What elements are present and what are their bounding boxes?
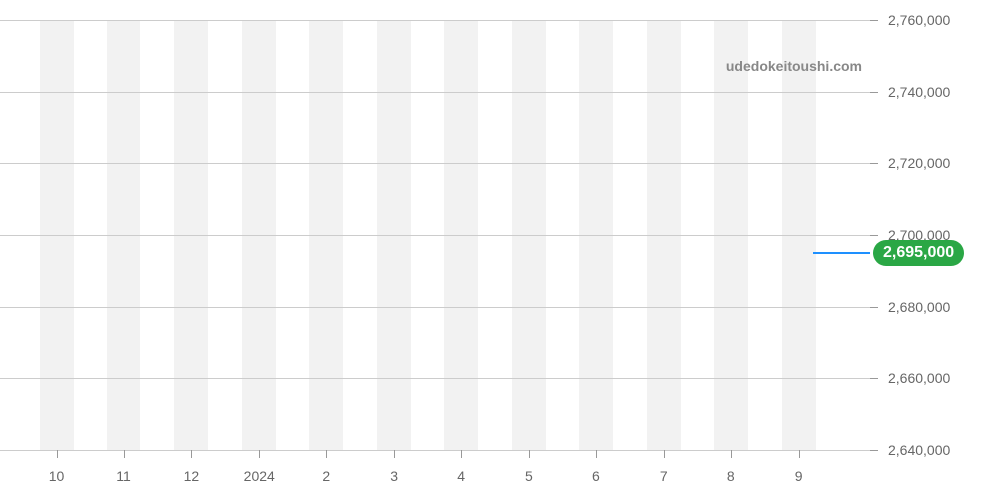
x-tick-label: 6 (592, 468, 600, 484)
gridline-horizontal (0, 307, 870, 308)
x-tick-mark (664, 450, 665, 458)
x-tick-label: 2024 (244, 468, 275, 484)
x-tick-mark (394, 450, 395, 458)
gridline-horizontal (0, 20, 870, 21)
x-tick-mark (124, 450, 125, 458)
y-tick-mark (870, 450, 878, 451)
x-tick-label: 7 (660, 468, 668, 484)
y-tick-mark (870, 20, 878, 21)
y-axis: 2,640,0002,660,0002,680,0002,700,0002,72… (870, 20, 1000, 450)
y-tick-label: 2,640,000 (888, 442, 950, 458)
x-tick-mark (326, 450, 327, 458)
current-value-badge: 2,695,000 (873, 240, 964, 266)
x-tick-mark (57, 450, 58, 458)
gridline-horizontal (0, 163, 870, 164)
x-tick-mark (596, 450, 597, 458)
price-chart: udedokeitoushi.com 10 11 12 2024 2 3 4 5 6 7 8 9 2,… (0, 0, 1000, 500)
price-line (813, 252, 870, 254)
y-tick-mark (870, 307, 878, 308)
x-tick-label: 8 (727, 468, 735, 484)
x-tick-label: 5 (525, 468, 533, 484)
y-tick-label: 2,740,000 (888, 84, 950, 100)
x-tick-mark (191, 450, 192, 458)
watermark: udedokeitoushi.com (726, 58, 862, 74)
x-tick-label: 4 (457, 468, 465, 484)
x-tick-label: 10 (49, 468, 65, 484)
y-tick-label: 2,680,000 (888, 299, 950, 315)
x-axis: 10 11 12 2024 2 3 4 5 6 7 8 9 (0, 450, 870, 500)
y-tick-mark (870, 378, 878, 379)
y-tick-mark (870, 92, 878, 93)
y-tick-mark (870, 163, 878, 164)
x-tick-label: 2 (322, 468, 330, 484)
x-tick-mark (259, 450, 260, 458)
y-tick-label: 2,660,000 (888, 370, 950, 386)
x-tick-label: 12 (184, 468, 200, 484)
y-tick-label: 2,720,000 (888, 155, 950, 171)
x-tick-mark (731, 450, 732, 458)
x-tick-label: 11 (116, 468, 131, 484)
y-tick-label: 2,760,000 (888, 12, 950, 28)
x-tick-mark (461, 450, 462, 458)
gridline-horizontal (0, 92, 870, 93)
y-tick-mark (870, 235, 878, 236)
x-tick-label: 3 (390, 468, 398, 484)
plot-area: udedokeitoushi.com (0, 20, 870, 450)
x-tick-mark (799, 450, 800, 458)
gridline-horizontal (0, 378, 870, 379)
gridline-horizontal (0, 235, 870, 236)
x-tick-label: 9 (795, 468, 803, 484)
x-tick-mark (529, 450, 530, 458)
